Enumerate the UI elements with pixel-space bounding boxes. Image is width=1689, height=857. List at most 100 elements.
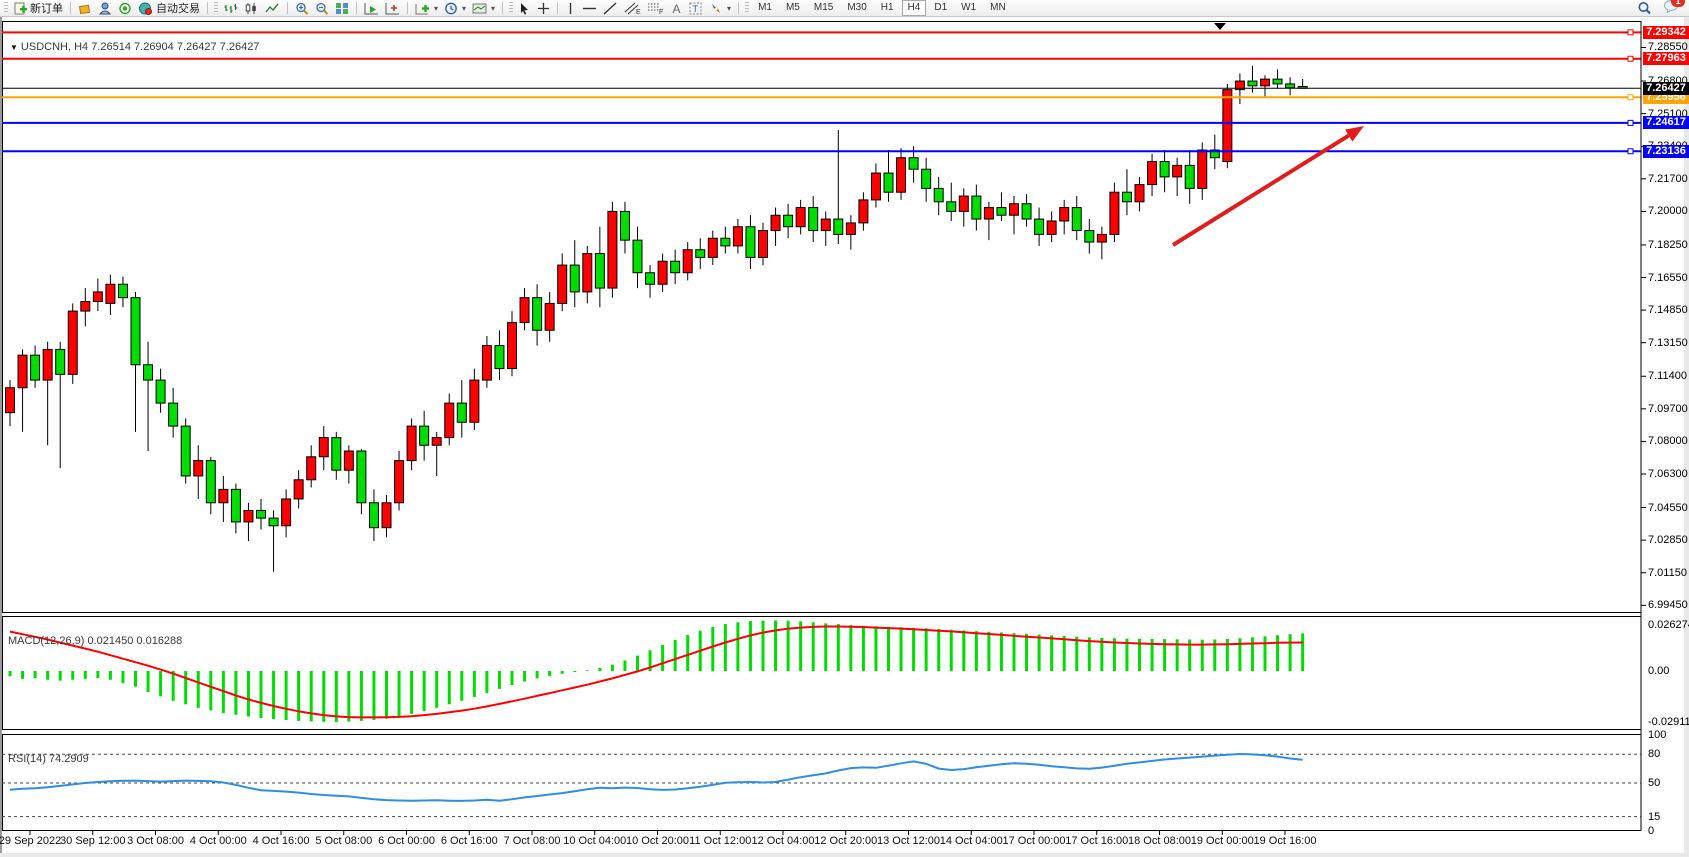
bar-chart-button[interactable]: [220, 0, 241, 16]
toolbar-separator: [502, 2, 504, 14]
line-chart-button[interactable]: [262, 0, 283, 16]
time-axis-label: 12 Oct 04:00: [751, 835, 815, 847]
vertical-line-icon: [569, 2, 572, 14]
price-tick-label: 7.08000: [1648, 435, 1688, 448]
crosshair-icon: [538, 2, 550, 14]
rsi-indicator-label: RSI(14) 74.2909: [8, 753, 89, 765]
templates-dropdown-caret[interactable]: ▾: [491, 3, 496, 13]
vertical-line-tool-button[interactable]: [562, 0, 579, 16]
toolbar-grip[interactable]: [745, 2, 750, 14]
hline-price-tag: 7.29342: [1643, 25, 1689, 39]
time-axis-label: 3 Oct 08:00: [127, 835, 184, 847]
periods-button[interactable]: ▾: [441, 0, 469, 16]
macd-axis-label: 0.00: [1648, 665, 1670, 677]
svg-text:A: A: [673, 2, 681, 15]
price-tick-label: 7.11400: [1648, 370, 1687, 383]
timeframe-button-w1[interactable]: W1: [961, 2, 977, 13]
panel-frame-0: [2, 21, 1642, 613]
macd-histogram: [8, 620, 1305, 722]
time-axis-label: 17 Oct 00:00: [1002, 835, 1066, 847]
toolbar-grip[interactable]: [214, 2, 218, 14]
timeframe-button-m1[interactable]: M1: [758, 2, 772, 13]
data-window-icon: [98, 2, 112, 14]
chart-menu-arrow-icon[interactable]: ▼: [10, 43, 18, 52]
search-icon: [1638, 2, 1651, 15]
arrows-tool-button[interactable]: ▾: [706, 0, 734, 16]
autotrading-label: 自动交易: [156, 3, 200, 15]
autotrading-button[interactable]: 自动交易: [135, 0, 203, 16]
notification-badge: 1: [1671, 0, 1685, 7]
chart-shift-button[interactable]: [382, 0, 403, 16]
text-tool-button[interactable]: A: [667, 0, 686, 16]
notifications-button[interactable]: 1: [1663, 0, 1685, 18]
price-tick-label: 7.09700: [1648, 402, 1688, 415]
horizontal-line-tool-button[interactable]: [579, 0, 600, 16]
market-watch-button[interactable]: [75, 0, 95, 16]
toolbar-separator: [207, 2, 208, 14]
chart-window[interactable]: ▼ USDCNH, H4 7.26514 7.26904 7.26427 7.26…: [0, 17, 1689, 853]
chart-canvas[interactable]: [2, 17, 1686, 853]
text-label-tool-button[interactable]: T: [686, 0, 706, 16]
time-axis-label: 6 Oct 00:00: [378, 835, 435, 847]
periods-dropdown-caret[interactable]: ▾: [462, 3, 467, 13]
zoom-out-button[interactable]: [312, 0, 332, 16]
cursor-tool-button[interactable]: [515, 0, 534, 16]
search-button[interactable]: [1634, 0, 1655, 16]
timeframe-toolbar: M1 M5 M15 M30 H1 H4 D1 W1 MN: [751, 0, 1013, 16]
candlestick-chart-button[interactable]: [241, 0, 262, 16]
text-label-icon: T: [689, 2, 702, 14]
price-tick-label: 7.16550: [1648, 271, 1688, 284]
horizontal-line-objects[interactable]: [2, 29, 1641, 155]
data-window-button[interactable]: [95, 0, 115, 16]
timeframe-button-h4[interactable]: H4: [901, 0, 927, 16]
templates-button[interactable]: ▾: [469, 0, 498, 16]
navigator-button[interactable]: [115, 0, 135, 16]
price-tick-label: 7.28550: [1648, 41, 1688, 54]
timeframe-button-m15[interactable]: M15: [813, 2, 834, 13]
timeframe-button-mn[interactable]: MN: [990, 2, 1006, 13]
rsi-axis-label: 50: [1648, 777, 1661, 789]
price-tick-label: 6.99450: [1648, 599, 1688, 612]
svg-text:T: T: [693, 4, 699, 14]
hline-price-tag: 7.23136: [1643, 144, 1689, 158]
trend-arrow-annotation[interactable]: [1171, 126, 1364, 247]
toolbar-separator: [70, 2, 71, 14]
timeframe-button-d1[interactable]: D1: [934, 2, 948, 13]
candlestick-chart-icon: [245, 2, 256, 14]
equidistant-channel-tool-button[interactable]: E: [621, 0, 644, 16]
timeframe-button-h1[interactable]: H1: [880, 2, 894, 13]
toolbar-separator: [356, 2, 357, 14]
templates-icon: [472, 3, 487, 13]
crosshair-tool-button[interactable]: [534, 0, 553, 16]
zoom-in-button[interactable]: [292, 0, 312, 16]
new-order-button[interactable]: 新订单: [10, 0, 66, 16]
panel-frame-2: [2, 734, 1642, 831]
price-tick-label: 7.06300: [1648, 468, 1688, 481]
rsi-axis-label: 100: [1648, 729, 1667, 741]
price-tick-label: 7.04550: [1648, 501, 1688, 514]
trendline-tool-button[interactable]: [600, 0, 621, 16]
time-axis-label: 4 Oct 16:00: [252, 835, 310, 847]
toolbar-separator: [287, 2, 288, 14]
hline-price-tag: 7.24617: [1643, 116, 1689, 130]
macd-axis-label: -0.029115: [1648, 715, 1689, 728]
arrows-dropdown-caret[interactable]: ▾: [727, 3, 732, 13]
time-axis-label: 14 Oct 04:00: [939, 835, 1003, 847]
auto-scroll-button[interactable]: [361, 0, 382, 16]
rsi-line: [9, 752, 1303, 802]
fibonacci-tool-button[interactable]: F: [644, 0, 667, 16]
toolbar-grip[interactable]: [509, 2, 514, 14]
timeframe-button-m5[interactable]: M5: [785, 2, 800, 13]
time-axis-label: 11 Oct 12:00: [689, 835, 752, 847]
timeframe-button-m30[interactable]: M30: [847, 2, 867, 13]
panel-frame-1: [2, 616, 1642, 730]
indicators-icon: [415, 3, 429, 14]
candlesticks: [5, 65, 1308, 572]
indicators-dropdown-caret[interactable]: ▾: [434, 3, 439, 13]
tile-windows-button[interactable]: [332, 0, 352, 16]
toolbar-separator: [738, 2, 740, 14]
toolbar-grip[interactable]: [4, 2, 8, 14]
navigator-icon: [119, 2, 131, 14]
toolbar-separator: [557, 2, 559, 14]
indicators-button[interactable]: ▾: [412, 0, 441, 16]
